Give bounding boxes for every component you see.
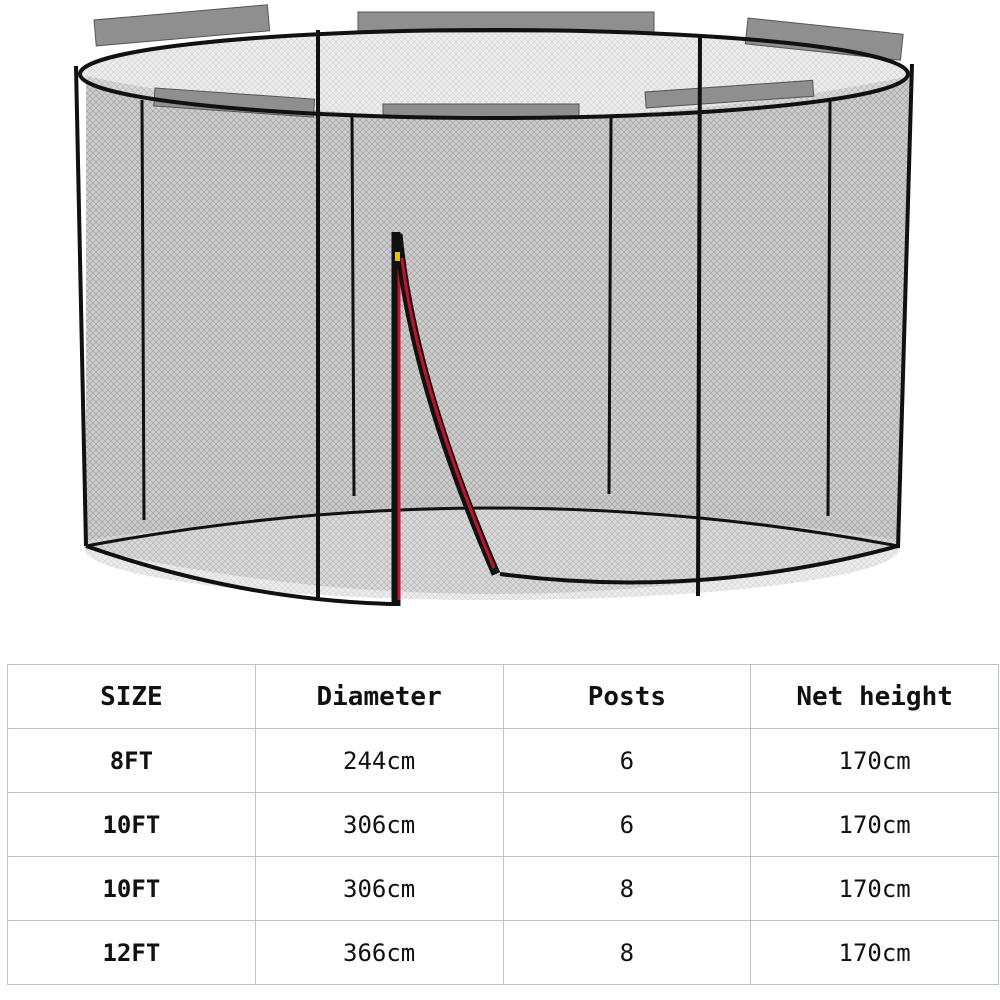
front-posts [74, 30, 914, 598]
header-size: SIZE [7, 664, 256, 729]
trampoline-net-illustration [74, 4, 914, 606]
table-row: 10FT 306cm 6 170cm [7, 792, 999, 857]
cell-net-height: 170cm [750, 792, 999, 857]
cell-size: 8FT [7, 728, 256, 793]
table-row: 10FT 306cm 8 170cm [7, 856, 999, 921]
net-front-wall [86, 76, 910, 594]
top-rim-back [78, 28, 910, 120]
cell-diameter: 306cm [254, 856, 504, 921]
cell-size: 12FT [7, 920, 256, 985]
cell-diameter: 306cm [254, 792, 504, 857]
cell-posts: 8 [502, 920, 752, 985]
header-net-height: Net height [750, 664, 999, 729]
cell-posts: 6 [502, 728, 752, 793]
header-posts: Posts [502, 664, 752, 729]
zipper-door [391, 232, 501, 606]
bottom-rim-back [85, 506, 899, 548]
cell-net-height: 170cm [750, 856, 999, 921]
cell-size: 10FT [7, 856, 256, 921]
cell-diameter: 244cm [254, 728, 504, 793]
table-header-row: SIZE Diameter Posts Net height [7, 664, 999, 729]
cell-posts: 6 [502, 792, 752, 857]
table-row: 12FT 366cm 8 170cm [7, 920, 999, 985]
cell-net-height: 170cm [750, 728, 999, 793]
cell-size: 10FT [7, 792, 256, 857]
cell-posts: 8 [502, 856, 752, 921]
cell-net-height: 170cm [750, 920, 999, 985]
table-row: 8FT 244cm 6 170cm [7, 728, 999, 793]
header-diameter: Diameter [254, 664, 504, 729]
back-posts [140, 99, 832, 521]
cell-diameter: 366cm [254, 920, 504, 985]
size-spec-table: SIZE Diameter Posts Net height 8FT 244cm… [7, 664, 999, 985]
